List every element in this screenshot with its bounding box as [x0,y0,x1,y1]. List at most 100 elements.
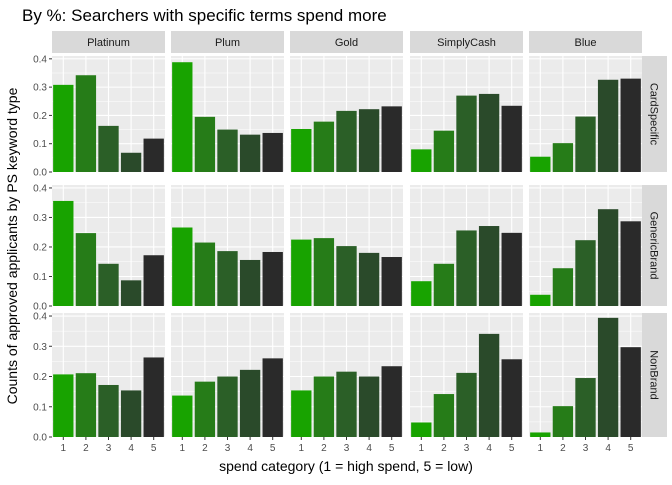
facet-strip-gold: Gold [290,31,403,53]
bar-cardspecific-simplycash-cat-2 [433,130,455,172]
x-tick-label: 5 [270,443,276,454]
facet-strip-simplycash: SimplyCash [410,31,523,53]
bar-genericbrand-blue-cat-3 [575,240,596,306]
bar-cardspecific-gold-cat-2 [313,121,335,172]
bar-nonbrand-platinum-cat-4 [120,390,142,437]
bar-genericbrand-gold-cat-5 [381,257,402,306]
facet-strip-bg [52,31,165,53]
bar-nonbrand-plum-cat-1 [172,395,193,437]
bar-cardspecific-plum-cat-2 [194,116,216,172]
bar-genericbrand-blue-cat-1 [530,294,551,306]
bar-genericbrand-plum-cat-5 [262,251,283,306]
bar-nonbrand-gold-cat-4 [358,376,380,437]
bar-cardspecific-blue-cat-3 [575,116,596,172]
y-axis-title: Counts of approved applicants by PS keyw… [4,87,20,404]
facet-panels: Platinum Plum Gold SimplyCash Blue CardSpecif… [33,31,667,454]
facet-strip-label: Platinum [87,37,130,49]
bar-cardspecific-blue-cat-2 [552,143,574,172]
panel-genericbrand-plum [171,185,284,307]
row-strip-bg [642,313,667,437]
y-tick-label: 0.0 [33,168,47,179]
bar-genericbrand-platinum-cat-5 [143,255,164,306]
row-strip-nonbrand: NonBrand [642,313,667,437]
bar-nonbrand-gold-cat-5 [381,366,402,437]
bar-cardspecific-blue-cat-1 [530,156,551,172]
bar-genericbrand-plum-cat-1 [172,227,193,306]
panel-cardspecific-plum [171,56,284,173]
panel-genericbrand-gold [290,185,403,307]
x-tick-label: 1 [180,443,186,454]
bar-genericbrand-gold-cat-2 [313,238,335,306]
x-tick-label: 4 [486,443,492,454]
x-tick-label: 1 [538,443,544,454]
bar-nonbrand-platinum-cat-5 [143,357,164,437]
bar-genericbrand-platinum-cat-2 [75,233,97,306]
y-tick-label: 0.1 [33,272,47,283]
bar-cardspecific-gold-cat-4 [358,109,380,172]
y-tick-label: 0.2 [33,372,47,383]
bar-genericbrand-gold-cat-3 [336,246,357,306]
bar-cardspecific-plum-cat-1 [172,62,193,172]
y-tick-label: 0.4 [33,54,47,65]
y-tick-label: 0.1 [33,139,47,150]
facet-strip-platinum: Platinum [52,31,165,53]
bar-nonbrand-simplycash-cat-5 [501,359,522,437]
x-tick-label: 4 [128,443,134,454]
bar-nonbrand-plum-cat-5 [262,358,283,437]
bar-nonbrand-platinum-cat-1 [53,374,74,437]
x-tick-label: 3 [106,443,112,454]
bar-cardspecific-platinum-cat-4 [120,152,142,172]
bar-genericbrand-plum-cat-2 [194,242,216,306]
x-axis-title: spend category (1 = high spend, 5 = low) [219,458,473,474]
bar-genericbrand-simplycash-cat-4 [478,226,500,306]
row-strip-cardspecific: CardSpecific [642,56,667,172]
panel-genericbrand-platinum [52,185,165,307]
panel-nonbrand-simplycash [410,313,523,438]
bar-nonbrand-blue-cat-3 [575,378,596,437]
bar-nonbrand-plum-cat-4 [239,369,261,437]
x-tick-label: 1 [61,443,67,454]
bar-nonbrand-plum-cat-2 [194,381,216,437]
x-tick-label: 3 [344,443,350,454]
bar-cardspecific-simplycash-cat-1 [411,149,432,172]
bar-nonbrand-simplycash-cat-3 [456,372,477,437]
x-tick-label: 5 [509,443,515,454]
bar-nonbrand-gold-cat-2 [313,376,335,437]
y-tick-label: 0.0 [33,433,47,444]
row-strip-label: GenericBrand [648,212,660,280]
bar-nonbrand-gold-cat-3 [336,371,357,437]
bar-genericbrand-simplycash-cat-5 [501,232,522,306]
y-tick-label: 0.3 [33,213,47,224]
bar-genericbrand-blue-cat-5 [620,221,641,306]
bar-nonbrand-blue-cat-5 [620,347,641,437]
bar-genericbrand-plum-cat-4 [239,259,261,306]
row-strip-label: NonBrand [648,350,660,400]
row-strip-genericbrand: GenericBrand [642,185,667,306]
x-tick-label: 3 [225,443,231,454]
bar-genericbrand-simplycash-cat-2 [433,263,455,306]
facet-strip-plum: Plum [171,31,284,53]
bar-cardspecific-platinum-cat-1 [53,84,74,172]
bar-cardspecific-blue-cat-5 [620,78,641,172]
panel-genericbrand-blue [529,185,642,307]
bar-cardspecific-platinum-cat-5 [143,138,164,172]
bar-genericbrand-blue-cat-4 [597,209,619,306]
panel-nonbrand-gold [290,313,403,438]
bar-cardspecific-blue-cat-4 [597,79,619,172]
panel-cardspecific-gold [290,56,403,173]
panel-nonbrand-blue [529,313,642,438]
bar-genericbrand-platinum-cat-4 [120,280,142,306]
facet-strip-label: Plum [215,37,240,49]
panel-nonbrand-platinum [52,313,165,438]
x-tick-label: 5 [151,443,157,454]
x-tick-label: 2 [83,443,89,454]
x-tick-label: 1 [419,443,425,454]
x-tick-label: 2 [321,443,327,454]
bar-genericbrand-platinum-cat-1 [53,200,74,306]
row-strip-label: CardSpecific [648,83,660,146]
x-tick-label: 3 [464,443,470,454]
bar-nonbrand-blue-cat-2 [552,406,574,437]
y-tick-label: 0.3 [33,342,47,353]
x-tick-label: 2 [560,443,566,454]
